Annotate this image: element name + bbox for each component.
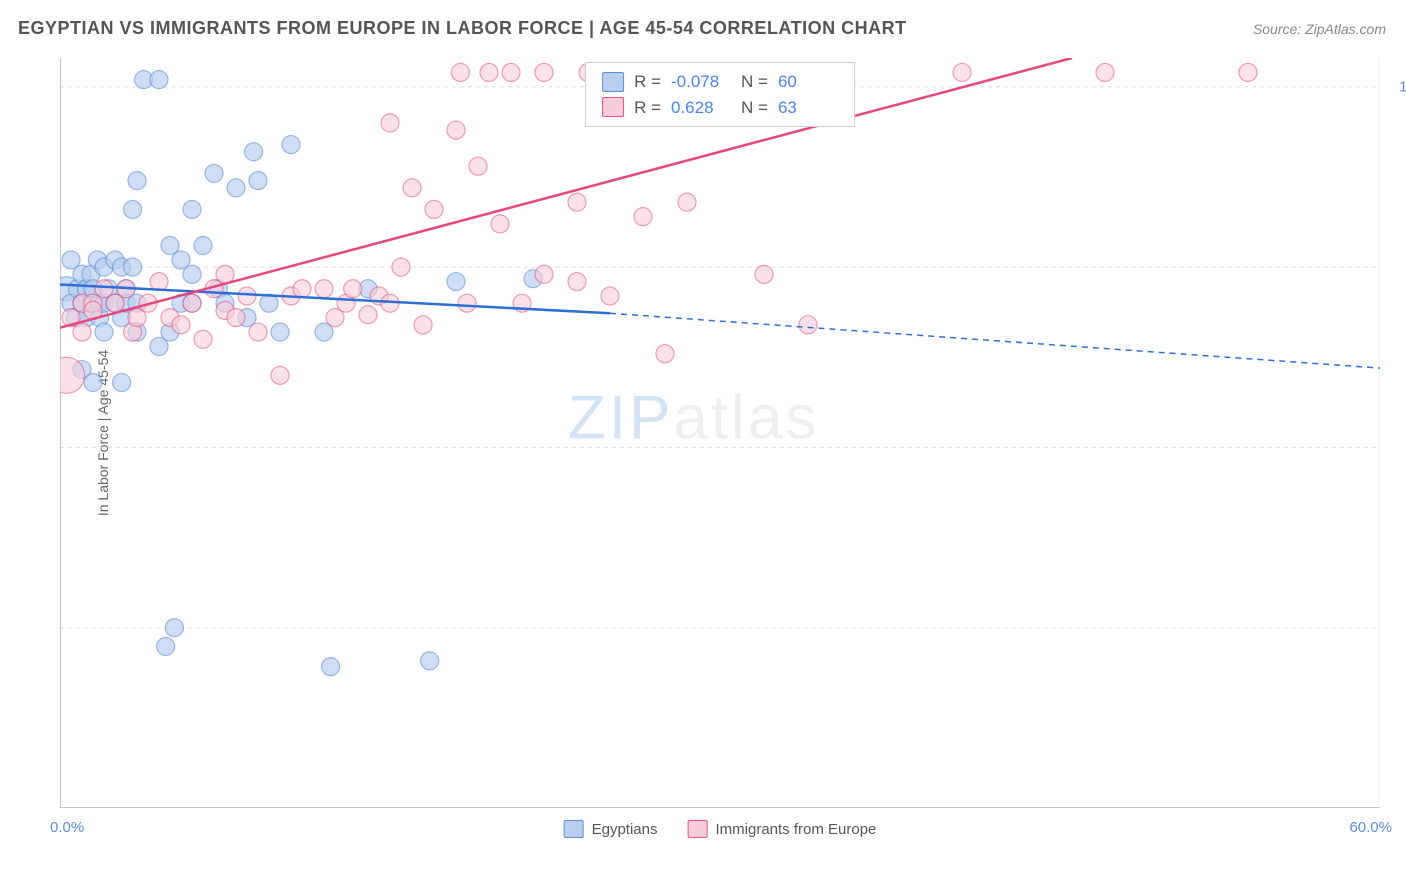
legend-label: Egyptians [592,821,658,838]
scatter-point [634,208,652,226]
scatter-point [271,323,289,341]
scatter-point [124,200,142,218]
scatter-point [113,374,131,392]
r-label: R = [634,95,661,121]
y-tick-label: 100.0% [1399,78,1406,95]
scatter-point [535,265,553,283]
scatter-point [447,121,465,139]
stats-row: R = 0.628 N = 63 [602,95,838,121]
r-value: 0.628 [671,95,731,121]
legend-swatch [564,820,584,838]
scatter-point [183,200,201,218]
scatter-point [381,114,399,132]
scatter-point [403,179,421,197]
scatter-point [322,658,340,676]
scatter-point [249,172,267,190]
scatter-point [535,63,553,81]
scatter-point [205,164,223,182]
scatter-point [502,63,520,81]
legend-swatch [602,97,624,117]
legend-swatch [687,820,707,838]
scatter-point [315,280,333,298]
scatter-point [1239,63,1257,81]
scatter-point [656,345,674,363]
source-label: Source: ZipAtlas.com [1253,21,1386,37]
chart-title: EGYPTIAN VS IMMIGRANTS FROM EUROPE IN LA… [18,18,907,39]
scatter-point [480,63,498,81]
scatter-point [95,323,113,341]
scatter-point [458,294,476,312]
scatter-point [425,200,443,218]
scatter-point [678,193,696,211]
scatter-point [238,287,256,305]
scatter-point [227,179,245,197]
scatter-point [491,215,509,233]
n-value: 63 [778,95,838,121]
scatter-point [249,323,267,341]
scatter-point [568,273,586,291]
n-value: 60 [778,69,838,95]
scatter-point [447,273,465,291]
scatter-point [293,280,311,298]
scatter-plot [60,58,1380,808]
scatter-point [84,374,102,392]
n-label: N = [741,69,768,95]
legend-swatch [602,72,624,92]
scatter-point [128,172,146,190]
scatter-point [799,316,817,334]
stats-legend-box: R = -0.078 N = 60 R = 0.628 N = 63 [585,62,855,127]
trend-line-dashed [610,313,1380,368]
legend-item: Immigrants from Europe [687,820,876,838]
scatter-point [344,280,362,298]
scatter-point [359,306,377,324]
legend-label: Immigrants from Europe [715,821,876,838]
scatter-point [150,71,168,89]
scatter-point [73,323,91,341]
scatter-point [451,63,469,81]
legend-item: Egyptians [564,820,658,838]
scatter-point [1096,63,1114,81]
scatter-point [953,63,971,81]
scatter-point [183,265,201,283]
scatter-point [469,157,487,175]
scatter-point [755,265,773,283]
scatter-point [194,330,212,348]
trend-line [60,58,1072,328]
scatter-point [165,619,183,637]
n-label: N = [741,95,768,121]
scatter-point [150,273,168,291]
scatter-point [282,136,300,154]
scatter-point [194,237,212,255]
bottom-legend: Egyptians Immigrants from Europe [564,820,877,838]
chart-container: In Labor Force | Age 45-54 ZIPatlas 62.5… [60,58,1380,808]
scatter-point [245,143,263,161]
scatter-point [601,287,619,305]
scatter-point [421,652,439,670]
scatter-point [392,258,410,276]
stats-row: R = -0.078 N = 60 [602,69,838,95]
scatter-point [183,294,201,312]
scatter-point [271,366,289,384]
scatter-point [414,316,432,334]
r-label: R = [634,69,661,95]
x-axis-min-label: 0.0% [50,819,84,836]
scatter-point [157,637,175,655]
scatter-point [124,258,142,276]
scatter-point [568,193,586,211]
scatter-point [172,316,190,334]
scatter-point [227,309,245,327]
r-value: -0.078 [671,69,731,95]
x-axis-max-label: 60.0% [1349,819,1392,836]
scatter-point [216,265,234,283]
